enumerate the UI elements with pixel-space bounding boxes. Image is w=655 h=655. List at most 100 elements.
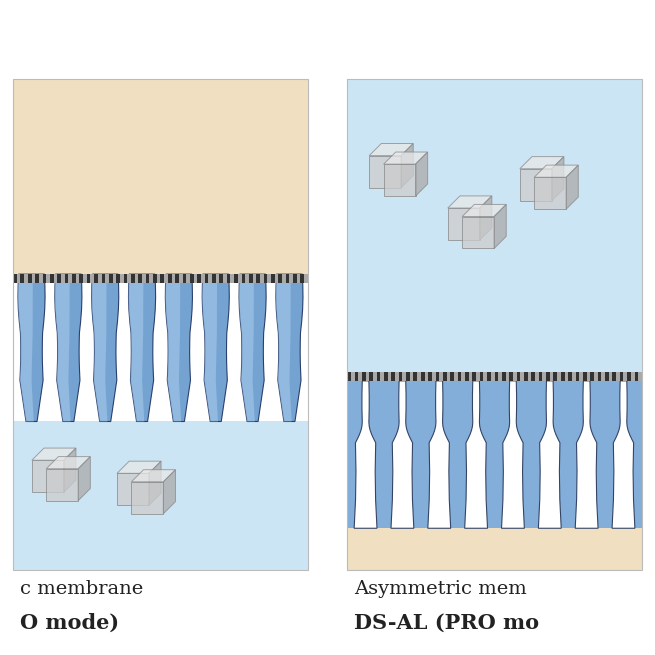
Bar — [149, 274, 153, 283]
Bar — [373, 372, 377, 381]
Bar — [68, 274, 72, 283]
Bar — [245, 274, 249, 283]
Bar — [362, 372, 365, 381]
Bar — [179, 274, 183, 283]
Bar — [39, 274, 43, 283]
Polygon shape — [575, 381, 598, 528]
Bar — [443, 372, 447, 381]
Bar — [271, 274, 274, 283]
Bar — [131, 274, 135, 283]
Bar — [124, 274, 127, 283]
Bar — [579, 372, 583, 381]
Polygon shape — [18, 274, 33, 422]
Bar — [498, 372, 502, 381]
Bar — [520, 372, 524, 381]
Polygon shape — [149, 461, 161, 505]
Bar — [13, 274, 17, 283]
Bar — [94, 274, 98, 283]
Polygon shape — [384, 164, 415, 196]
Bar — [638, 372, 642, 381]
Bar — [347, 381, 642, 570]
Text: O mode): O mode) — [20, 612, 119, 633]
Bar — [86, 274, 90, 283]
Bar — [253, 274, 256, 283]
Polygon shape — [117, 474, 149, 505]
Polygon shape — [534, 178, 566, 209]
Bar — [79, 274, 83, 283]
Polygon shape — [462, 204, 506, 217]
Polygon shape — [538, 381, 561, 528]
Bar — [227, 274, 231, 283]
Bar — [565, 372, 568, 381]
Bar — [109, 274, 113, 283]
Polygon shape — [47, 457, 90, 469]
Bar — [260, 274, 263, 283]
Bar — [381, 372, 384, 381]
Bar — [13, 79, 308, 570]
Polygon shape — [369, 156, 401, 187]
Bar — [90, 274, 94, 283]
Bar — [413, 372, 417, 381]
Polygon shape — [401, 143, 413, 187]
Bar — [160, 274, 164, 283]
Bar — [495, 372, 498, 381]
Bar — [432, 372, 436, 381]
Bar — [186, 274, 190, 283]
Bar — [301, 274, 304, 283]
Polygon shape — [64, 448, 76, 492]
Polygon shape — [384, 152, 428, 164]
Polygon shape — [479, 196, 492, 240]
Bar — [531, 372, 535, 381]
Bar — [13, 79, 308, 274]
Bar — [410, 372, 413, 381]
Polygon shape — [239, 274, 255, 422]
Bar — [472, 372, 476, 381]
Bar — [72, 274, 76, 283]
Polygon shape — [128, 274, 144, 422]
Polygon shape — [552, 157, 564, 200]
Bar — [47, 274, 50, 283]
Polygon shape — [32, 460, 64, 492]
Bar — [491, 372, 495, 381]
Bar — [190, 274, 194, 283]
Polygon shape — [612, 381, 635, 528]
Bar — [347, 372, 351, 381]
Bar — [436, 372, 440, 381]
Bar — [538, 372, 542, 381]
Bar — [347, 381, 642, 528]
Bar — [164, 274, 168, 283]
Bar — [601, 372, 605, 381]
Bar — [183, 274, 186, 283]
Bar — [282, 274, 286, 283]
Bar — [249, 274, 253, 283]
Bar — [388, 372, 392, 381]
Bar — [28, 274, 31, 283]
Bar — [201, 274, 204, 283]
Bar — [417, 372, 421, 381]
Bar — [347, 381, 642, 528]
Bar — [35, 274, 39, 283]
Bar — [297, 274, 301, 283]
Polygon shape — [415, 152, 428, 196]
Bar — [50, 274, 54, 283]
Bar — [454, 372, 458, 381]
Bar — [451, 372, 454, 381]
Bar — [557, 372, 561, 381]
Bar — [369, 372, 373, 381]
Bar — [17, 274, 20, 283]
Bar — [256, 274, 260, 283]
Polygon shape — [566, 165, 578, 209]
Bar — [616, 372, 620, 381]
Bar — [242, 274, 245, 283]
Bar — [384, 372, 388, 381]
Bar — [286, 274, 290, 283]
Polygon shape — [520, 169, 552, 200]
Bar — [447, 372, 451, 381]
Bar — [117, 274, 120, 283]
Polygon shape — [239, 274, 266, 422]
Bar — [487, 372, 491, 381]
Polygon shape — [464, 381, 487, 528]
Bar — [506, 372, 510, 381]
Polygon shape — [502, 381, 525, 528]
Bar — [517, 372, 520, 381]
